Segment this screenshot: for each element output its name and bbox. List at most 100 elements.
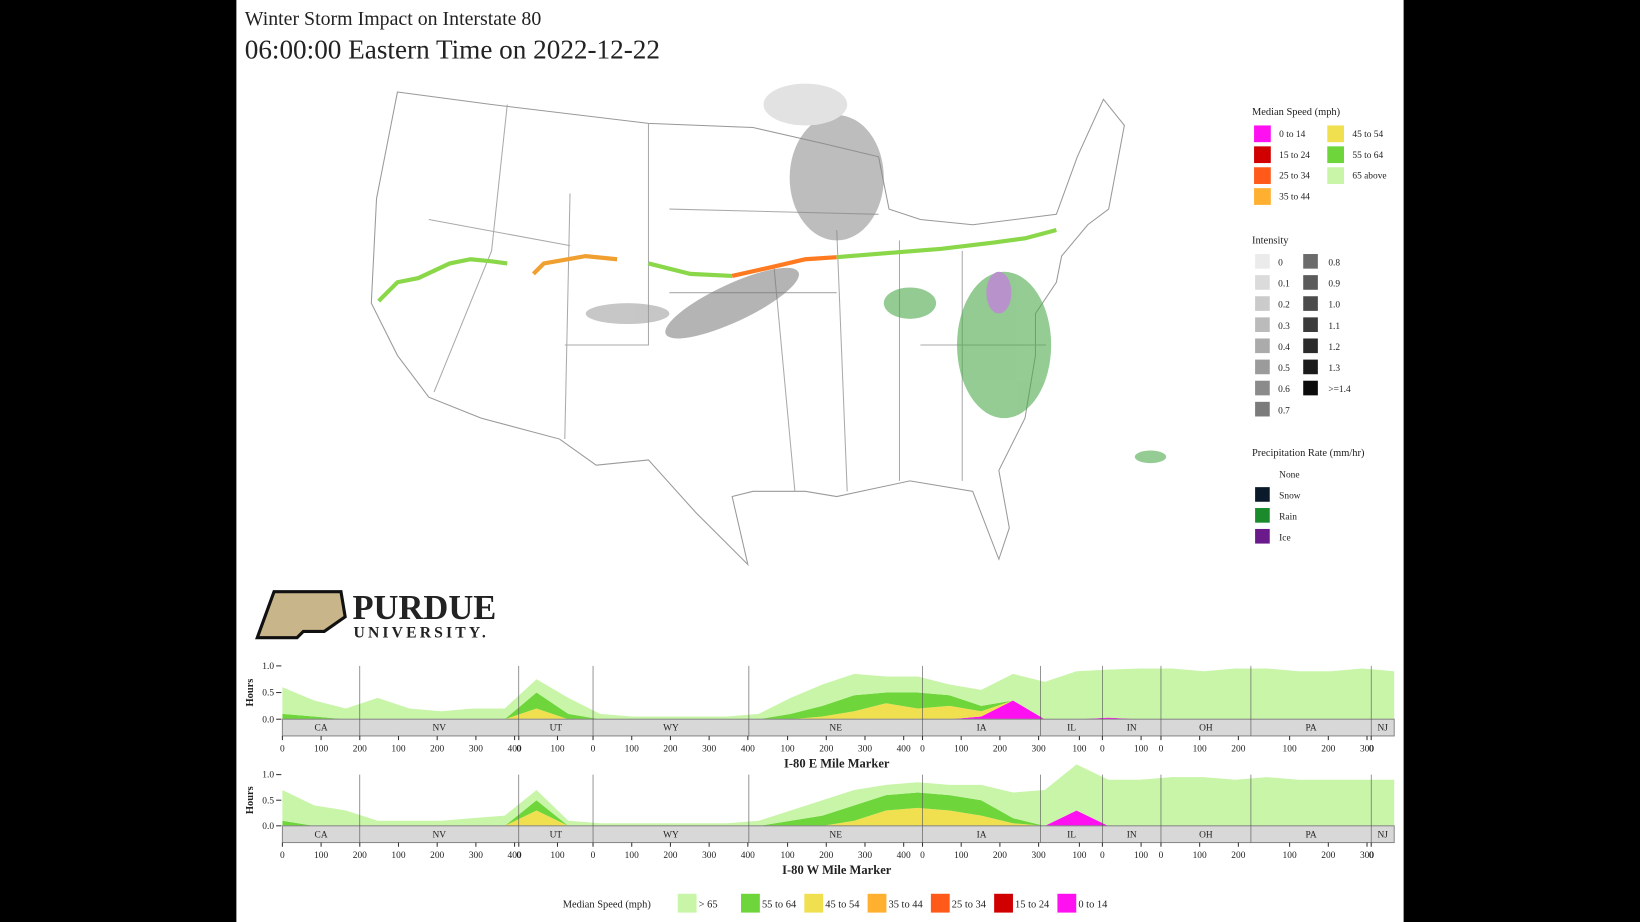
state-name: UT	[550, 830, 563, 840]
speed-area	[282, 764, 1395, 826]
legend-label: Ice	[1279, 533, 1290, 543]
legend-swatch	[1255, 401, 1270, 417]
state-name: PA	[1305, 724, 1316, 734]
mile-label: 300	[858, 745, 872, 755]
mile-label: 300	[469, 851, 483, 861]
mile-label: 300	[1360, 745, 1374, 755]
legend-title: Intensity	[1252, 236, 1289, 247]
mile-label: 100	[314, 745, 328, 755]
legend-swatch	[741, 893, 760, 913]
mile-label: 100	[1134, 851, 1148, 861]
legend-swatch	[1255, 254, 1270, 269]
state-band	[281, 718, 1395, 737]
mile-label: 300	[469, 745, 483, 755]
state-name: WY	[663, 830, 679, 840]
legend-swatch	[1327, 125, 1345, 143]
mile-label: 0	[1159, 745, 1164, 755]
mile-label: 400	[741, 745, 755, 755]
legend-label: 55 to 64	[762, 899, 797, 910]
title: Winter Storm Impact on Interstate 80	[245, 8, 542, 30]
state-name: NV	[432, 724, 446, 734]
legend-label: 0.9	[1328, 280, 1340, 290]
mile-label: 300	[1032, 745, 1046, 755]
legend-label: 0 to 14	[1078, 899, 1108, 910]
state-name: IA	[977, 724, 987, 734]
legend-label: Rain	[1279, 513, 1297, 523]
legend-swatch	[1255, 359, 1270, 375]
legend-label: 15 to 24	[1279, 151, 1310, 161]
mile-label: 100	[550, 851, 564, 861]
mile-label: 300	[702, 745, 716, 755]
legend-label: 0.5	[1278, 364, 1290, 374]
legend-label: 0.2	[1278, 301, 1290, 311]
legend-swatch	[1303, 317, 1318, 333]
y-tick-label: 1.0	[262, 771, 274, 781]
subtitle: 06:00:00 Eastern Time on 2022-12-22	[245, 35, 660, 65]
state-name: CA	[315, 830, 328, 840]
strip-chart: 0.0 0.5 1.0 Hours CA 0 100 200 NV 100 200 300 400 UT 0…	[245, 662, 1395, 770]
legend-label: 45 to 54	[1352, 130, 1383, 140]
mile-label: 0	[1369, 745, 1374, 755]
legend-swatch	[677, 893, 697, 913]
state-band	[281, 825, 1395, 844]
mile-label: 100	[391, 745, 405, 755]
legend-label: 0.3	[1278, 322, 1290, 332]
legend-label: >=1.4	[1328, 385, 1351, 395]
legend-label: 15 to 24	[1015, 899, 1050, 910]
speed-area	[282, 792, 1395, 826]
legend-title: Median Speed (mph)	[1252, 107, 1341, 118]
legend-label: 25 to 34	[1279, 172, 1310, 182]
mile-label: 0	[1100, 851, 1105, 861]
mile-label: 200	[819, 851, 833, 861]
legend-swatch	[1327, 167, 1345, 184]
mile-label: 0	[516, 745, 521, 755]
mile-label: 0	[516, 851, 521, 861]
legend-label: None	[1279, 471, 1299, 481]
legend-swatch	[1255, 296, 1270, 311]
mile-label: 100	[1283, 745, 1297, 755]
mile-label: 300	[1032, 851, 1046, 861]
y-tick-label: 0.5	[262, 796, 274, 806]
mile-label: 0	[591, 745, 596, 755]
y-tick-label: 0.5	[262, 689, 274, 699]
legend-swatch	[1255, 275, 1270, 290]
mile-label: 200	[1321, 745, 1335, 755]
legend-swatch	[1255, 317, 1270, 333]
legend-label: 0.7	[1278, 406, 1290, 416]
legend-label: Snow	[1279, 492, 1301, 502]
mile-label: 0	[280, 851, 285, 861]
y-tick-label: 1.0	[262, 662, 274, 672]
legend-label: 1.3	[1328, 364, 1340, 374]
mile-label: 300	[702, 851, 716, 861]
mile-label: 100	[314, 851, 328, 861]
purdue-logo: PURDUE UNIVERSITY.	[255, 589, 496, 642]
mile-label: 300	[1360, 851, 1374, 861]
map	[370, 83, 1167, 567]
x-axis-title: I-80 E Mile Marker	[784, 756, 890, 770]
state-name: IN	[1127, 830, 1137, 840]
legend-swatch	[1254, 125, 1271, 143]
mile-label: 0	[1100, 745, 1105, 755]
state-name: IL	[1067, 830, 1076, 840]
mile-label: 400	[897, 745, 911, 755]
state-name: NE	[829, 830, 842, 840]
mile-label: 100	[954, 745, 968, 755]
mile-label: 200	[663, 745, 677, 755]
state-name: IA	[977, 830, 987, 840]
legend-label: 25 to 34	[952, 899, 987, 910]
legend-label: 0.1	[1278, 280, 1290, 290]
mile-label: 400	[508, 851, 522, 861]
legend-swatch	[1254, 146, 1271, 164]
legend-swatch	[1303, 359, 1318, 375]
mile-label: 200	[993, 851, 1007, 861]
logo-sub: UNIVERSITY.	[354, 625, 489, 642]
x-axis-title: I-80 W Mile Marker	[782, 863, 892, 877]
state-name: CA	[315, 724, 328, 734]
mile-label: 0	[591, 851, 596, 861]
mile-label: 0	[920, 745, 925, 755]
state-name: NV	[432, 830, 446, 840]
legend-swatch	[1255, 508, 1270, 523]
state-name: NJ	[1377, 724, 1388, 734]
mile-label: 200	[1321, 851, 1335, 861]
